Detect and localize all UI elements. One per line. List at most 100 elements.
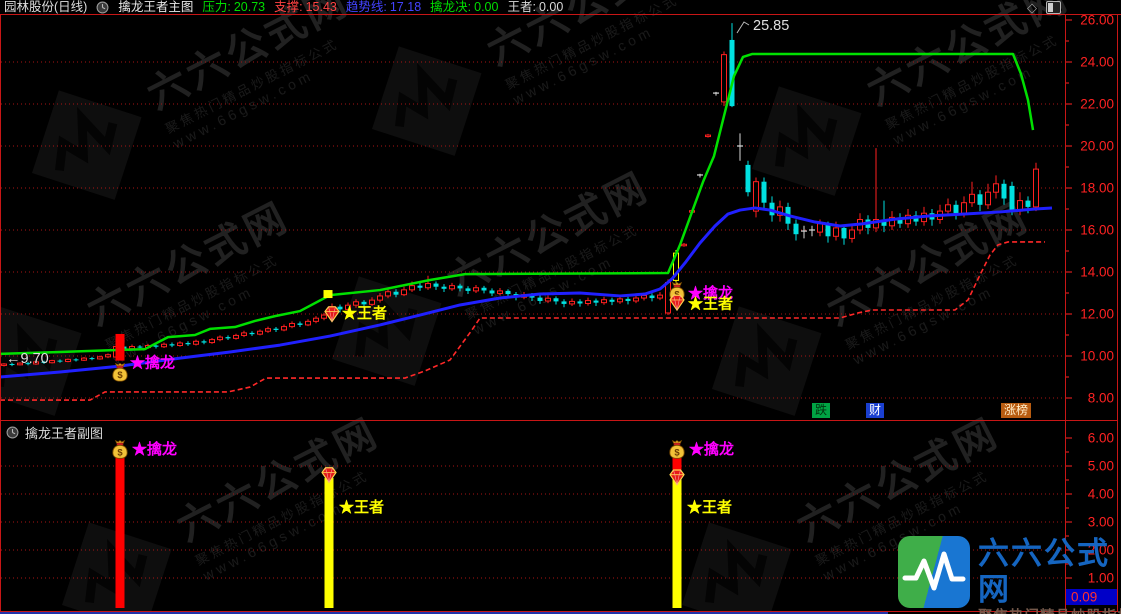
candlestick	[625, 298, 631, 301]
candlestick	[1033, 168, 1039, 208]
axis-label: 26.00	[1080, 13, 1114, 28]
field-value: 15.43	[305, 0, 337, 14]
candlestick	[817, 223, 823, 233]
candlestick	[385, 291, 391, 297]
candlestick	[425, 283, 431, 289]
sub-signal-label: ★王者	[339, 498, 384, 516]
indicator-name[interactable]: 擒龙王者主图	[118, 0, 194, 14]
sub-chart-title[interactable]: 擒龙王者副图	[25, 425, 104, 441]
clock-icon[interactable]	[6, 426, 19, 439]
field-label: 支撑:	[274, 0, 303, 14]
price-annotation: ←9.70	[6, 351, 49, 367]
candlestick	[161, 343, 167, 348]
candlestick	[601, 299, 607, 304]
field-value: 17.18	[389, 0, 422, 14]
field-value: 0.00	[474, 0, 499, 14]
signal-label: ★擒龙	[130, 353, 175, 371]
site-brand: 六六公式网	[978, 536, 1110, 607]
bottom-border	[0, 611, 1118, 612]
moneybag-icon	[669, 440, 685, 459]
candlestick	[721, 54, 727, 103]
candlestick	[497, 290, 503, 294]
candlestick	[97, 356, 103, 360]
candlestick	[569, 300, 575, 305]
candlestick	[841, 227, 847, 239]
split-window-icon[interactable]	[1046, 1, 1061, 14]
candlestick	[249, 332, 255, 335]
candlestick	[441, 286, 447, 289]
tag-zhangbang[interactable]: 涨榜	[1001, 403, 1032, 418]
candlestick	[553, 298, 559, 302]
stock-name[interactable]: 园林股份(日线)	[4, 0, 88, 14]
candlestick	[393, 291, 399, 295]
candlestick	[641, 295, 647, 299]
candlestick	[561, 301, 567, 304]
axis-label: 5.00	[1088, 459, 1114, 474]
candlestick	[377, 295, 383, 301]
candlestick	[481, 287, 487, 291]
gem-icon	[321, 467, 337, 484]
candlestick	[729, 39, 735, 107]
candlestick	[369, 299, 375, 305]
bottom-accent-line	[0, 612, 888, 614]
tag-cai[interactable]: 财	[866, 403, 885, 418]
field-label: 王者:	[507, 0, 536, 14]
site-logo-texts: 六六公式网 聚焦热门精品炒股指标公式 www.66gsw.net	[978, 536, 1121, 614]
candlestick	[681, 243, 687, 247]
candlestick	[833, 227, 839, 237]
titlebar-separator	[0, 14, 1121, 15]
sub-signal-bar	[115, 450, 125, 608]
candlestick	[961, 202, 967, 214]
candlestick	[633, 297, 639, 302]
sub-chart-titlebar: 擒龙王者副图	[6, 424, 104, 441]
pulse-line-icon	[902, 551, 966, 591]
gem-icon	[324, 306, 340, 323]
favorite-diamond-icon[interactable]: ◇	[1027, 0, 1037, 15]
indicator-field-pressure: 压力: 20.73	[202, 0, 265, 14]
sub-signal-bar	[324, 478, 334, 608]
candlestick	[657, 294, 663, 299]
candlestick	[281, 326, 287, 331]
axis-label: 1.00	[1088, 571, 1114, 586]
left-border	[0, 14, 1, 611]
sub-signal-bar	[672, 469, 682, 608]
candlestick	[289, 322, 295, 328]
candlestick	[745, 164, 751, 193]
axis-label: 16.00	[1080, 223, 1114, 238]
sub-signal-bar	[672, 455, 682, 470]
candlestick	[953, 204, 959, 214]
axis-label: 12.00	[1080, 307, 1114, 322]
site-logo-card: 六六公式网 聚焦热门精品炒股指标公式 www.66gsw.net	[898, 536, 1121, 614]
candlestick	[305, 320, 311, 326]
candlestick	[849, 229, 855, 239]
current-value-highlight	[1066, 589, 1117, 605]
annotation-leader	[736, 21, 750, 34]
signal-label: ★王者	[342, 304, 387, 322]
candlestick	[257, 330, 263, 335]
tag-die[interactable]: 跌	[812, 403, 831, 418]
axis-label: 18.00	[1080, 181, 1114, 196]
candlestick	[217, 336, 223, 341]
signal-label: ★王者	[688, 295, 733, 313]
axis-label: 3.00	[1088, 515, 1114, 530]
axis-label: 6.00	[1088, 431, 1114, 446]
field-value: 20.73	[233, 0, 266, 14]
candlestick	[609, 299, 615, 302]
field-label: 擒龙决:	[430, 0, 472, 14]
clock-icon[interactable]	[96, 1, 109, 14]
indicator-field-support: 支撑: 15.43	[274, 0, 337, 14]
candlestick	[825, 223, 831, 237]
candlestick	[969, 193, 975, 204]
price-annotation: 25.85	[753, 18, 789, 34]
candlestick	[321, 314, 327, 319]
candlestick	[985, 191, 991, 206]
candlestick	[89, 358, 95, 360]
candlestick	[577, 301, 583, 304]
candlestick	[649, 295, 655, 299]
axis-label: 20.00	[1080, 139, 1114, 154]
candlestick	[137, 346, 143, 348]
axis-label: 2.00	[1088, 543, 1114, 558]
candlestick	[585, 300, 591, 304]
